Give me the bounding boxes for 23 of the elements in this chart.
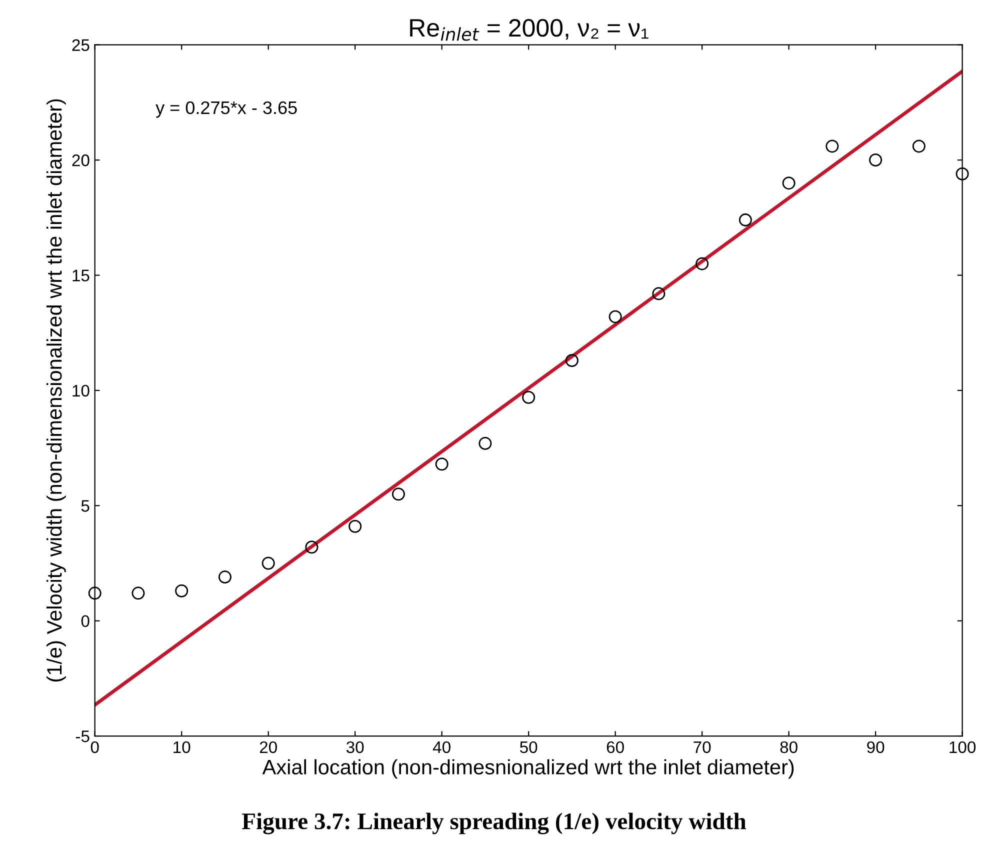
x-axis-title: Axial location (non-dimesnionalized wrt the inlet diameter): [262, 759, 794, 779]
x-tick-label: 80: [780, 741, 798, 754]
chart-title: Re$_{inlet}$ = 2000, ν₂ = ν₁: [410, 19, 648, 41]
annotation: y = 0.275*x - 3.65: [156, 101, 297, 118]
y-tick-label: 0: [81, 615, 90, 628]
y-tick-label: 5: [81, 500, 90, 512]
x-tick-label: 50: [520, 741, 538, 754]
x-tick-label: 70: [694, 741, 711, 754]
caption: Figure 3.7: Linearly spreading (1/e) velocity width: [242, 812, 746, 834]
x-tick-label: 90: [867, 741, 884, 754]
x-tick-label: 20: [260, 741, 277, 754]
x-tick-label: 40: [432, 741, 450, 754]
x-tick-label: 0: [90, 741, 99, 754]
x-tick-label: 100: [950, 741, 976, 754]
y-tick-label: 25: [72, 39, 90, 52]
y-tick-label: -5: [76, 730, 90, 742]
y-tick-label: 10: [72, 384, 90, 397]
y-tick-label: 20: [72, 154, 90, 166]
x-tick-label: 60: [606, 741, 624, 754]
y-axis-title: (1/e) Velocity width (non-dimensionalized wrt the inlet diameter): [46, 99, 66, 682]
y-tick-label: 15: [72, 270, 90, 282]
x-tick-label: 10: [174, 741, 190, 754]
x-tick-label: 30: [346, 741, 364, 754]
